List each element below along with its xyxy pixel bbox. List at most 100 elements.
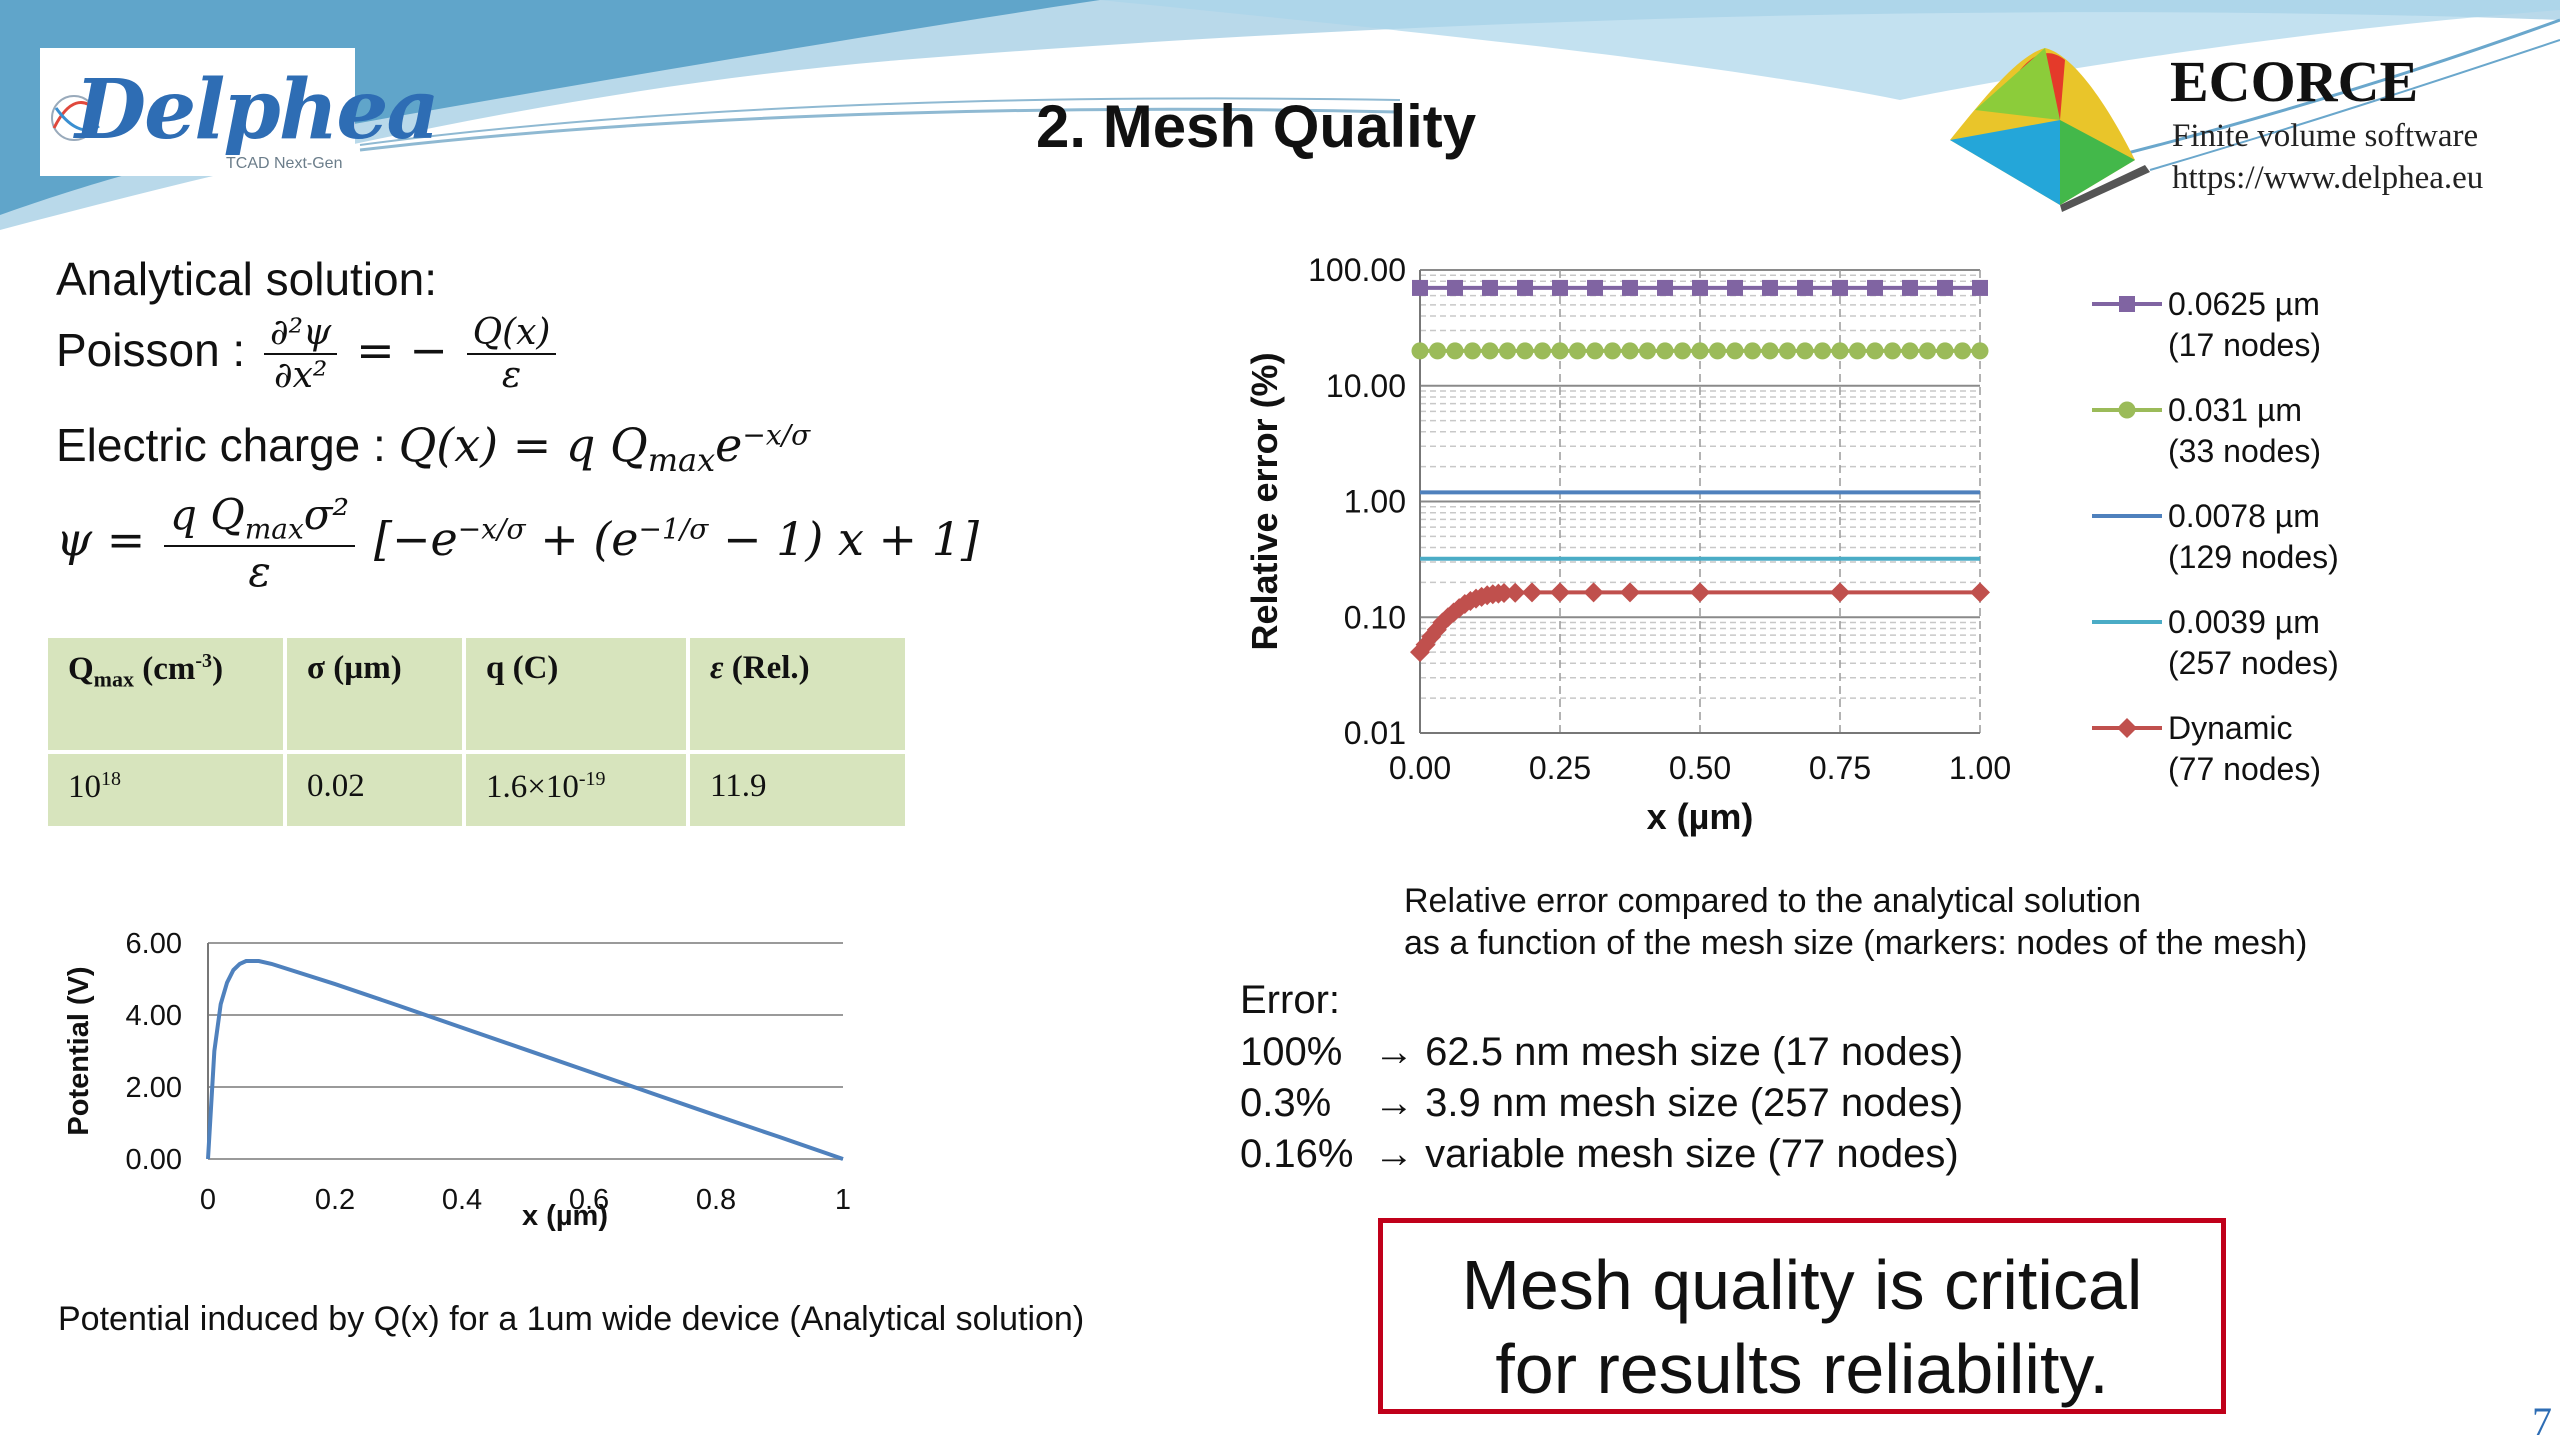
data-point — [1552, 279, 1568, 296]
data-point — [1937, 279, 1953, 296]
value-q: 1.6×10-19 — [466, 754, 686, 826]
data-point — [1583, 582, 1604, 603]
data-point — [1954, 342, 1971, 360]
legend-label: 0.0039 µm — [2168, 604, 2320, 640]
data-point — [1656, 342, 1674, 360]
potential-line — [206, 959, 844, 1161]
legend-nodes: (33 nodes) — [2168, 433, 2321, 469]
legend-label: 0.0625 µm — [2168, 286, 2320, 322]
data-point — [1569, 342, 1586, 360]
y-tick-label: 1.00 — [1344, 484, 1406, 520]
data-point — [1447, 279, 1463, 296]
charge-equation: Electric charge : Q(x) = q Qmaxe−x/σ — [56, 418, 811, 480]
y-tick-label: 100.00 — [1308, 252, 1406, 288]
data-point — [1830, 582, 1850, 603]
data-point — [1494, 582, 1514, 603]
header-q: q (C) — [466, 638, 686, 750]
arrow-icon: → — [1374, 1030, 1414, 1074]
data-point — [1481, 342, 1499, 360]
poisson-equation: Poisson : ∂²ψ ∂x² = − Q(x) ε — [56, 312, 562, 396]
data-point — [1691, 342, 1709, 360]
data-point — [1586, 342, 1604, 360]
error-pct: 0.3% — [1240, 1081, 1332, 1125]
error-line-3: 0.16% → variable mesh size (77 nodes) — [1240, 1132, 1959, 1177]
error-heading: Error: — [1240, 978, 1340, 1022]
equation-intro: Analytical solution: — [56, 253, 437, 305]
legend-item: 0.0078 µm (129 nodes) — [2092, 498, 2339, 575]
data-point — [1796, 342, 1814, 360]
legend-nodes: (77 nodes) — [2168, 751, 2321, 787]
data-point — [1866, 342, 1884, 360]
value-epsilon: 11.9 — [690, 754, 905, 826]
data-point — [1936, 342, 1954, 360]
data-point — [1621, 342, 1639, 360]
x-tick-label: 0.6 — [569, 1184, 609, 1216]
psi-equation: ψ = q Qmaxσ² ε [−e−x/σ + (e−1/σ − 1) x + … — [56, 490, 979, 597]
data-point — [1726, 342, 1744, 360]
data-point — [1849, 342, 1866, 360]
y-tick-label: 4.00 — [126, 1000, 182, 1032]
data-point — [1970, 582, 1990, 603]
data-point — [1505, 582, 1526, 603]
logo-box — [40, 48, 355, 176]
error-line-1: 100% → 62.5 nm mesh size (17 nodes) — [1240, 1030, 1963, 1075]
data-point — [1884, 342, 1901, 360]
legend-label: 0.031 µm — [2168, 392, 2302, 428]
potential-chart: 6.00 4.00 2.00 0.00 0 0.2 0.4 0.6 0.8 1 x (µm) Pote… — [63, 928, 851, 1232]
x-tick-label: 0.25 — [1529, 750, 1591, 786]
data-point — [2119, 296, 2135, 312]
y-tick-label: 0.00 — [126, 1144, 182, 1176]
legend-item: 0.0039 µm (257 nodes) — [2092, 604, 2339, 681]
data-point — [1919, 342, 1936, 360]
data-point — [1692, 279, 1708, 296]
poisson-label: Poisson : — [56, 324, 246, 377]
y-tick-label: 2.00 — [126, 1072, 182, 1104]
legend-label: 0.0078 µm — [2168, 498, 2320, 534]
y-tick-label: 6.00 — [126, 928, 182, 960]
data-point — [1516, 342, 1534, 360]
data-point — [1534, 342, 1551, 360]
x-axis-label: x (µm) — [522, 1200, 608, 1232]
data-point — [1639, 342, 1656, 360]
data-point — [1429, 342, 1446, 360]
data-point — [1411, 342, 1429, 360]
product-url: https://www.delphea.eu — [2172, 160, 2484, 196]
data-point — [1604, 342, 1621, 360]
logo-subtext: TCAD Next-Gen — [226, 155, 343, 172]
legend-label: Dynamic — [2168, 710, 2292, 746]
x-tick-label: 1.00 — [1949, 750, 2011, 786]
data-point — [1622, 279, 1638, 296]
x-tick-label: 0.00 — [1389, 750, 1451, 786]
error-pct: 100% — [1240, 1030, 1343, 1074]
data-point — [1499, 342, 1516, 360]
x-tick-label: 0.2 — [315, 1184, 355, 1216]
value-sigma: 0.02 — [287, 754, 462, 826]
charge-label: Electric charge : — [56, 419, 386, 471]
page-number: 7 — [2532, 1399, 2552, 1444]
legend-nodes: (17 nodes) — [2168, 327, 2321, 363]
data-point — [1432, 612, 1453, 633]
x-axis-label: x (µm) — [1647, 796, 1754, 837]
data-point — [1902, 279, 1918, 296]
x-tick-label: 0.4 — [442, 1184, 482, 1216]
data-point — [1814, 342, 1831, 360]
data-point — [1797, 279, 1813, 296]
slide-title: 2. Mesh Quality — [1036, 93, 1477, 160]
data-point — [1446, 342, 1464, 360]
legend-nodes: (129 nodes) — [2168, 539, 2339, 575]
error-text: 62.5 nm mesh size (17 nodes) — [1425, 1030, 1964, 1074]
data-point — [1831, 342, 1849, 360]
header-qmax: Qmax (cm-3) — [48, 638, 283, 750]
error-line-2: 0.3% → 3.9 nm mesh size (257 nodes) — [1240, 1081, 1963, 1126]
data-point — [1674, 342, 1691, 360]
data-point — [1972, 279, 1988, 296]
data-point — [1412, 279, 1428, 296]
x-tick-label: 0.8 — [696, 1184, 736, 1216]
header-sigma: σ (µm) — [287, 638, 462, 750]
parameter-value-row: 1018 0.02 1.6×10-19 11.9 — [48, 754, 905, 826]
relative-error-chart: 100.00 10.00 1.00 0.10 0.010.00 0.25 0.50 0.75 1… — [1244, 252, 2339, 837]
product-tagline: Finite volume software — [2172, 118, 2479, 154]
logo-text: Delphea — [75, 62, 440, 158]
legend-item: Dynamic (77 nodes) — [2092, 710, 2321, 787]
data-point — [1657, 279, 1673, 296]
